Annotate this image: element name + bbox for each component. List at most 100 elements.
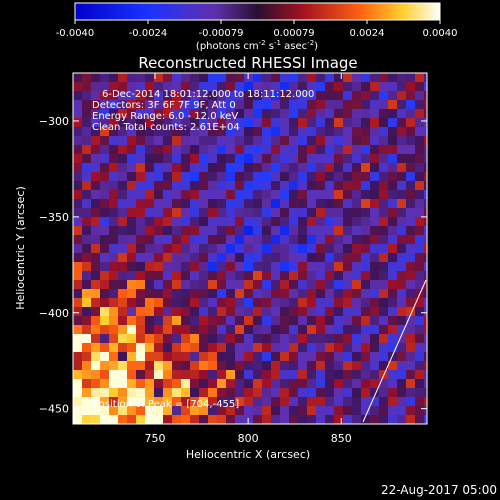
heatmap-cell	[406, 289, 415, 298]
heatmap-cell	[334, 127, 343, 136]
heatmap-cell	[190, 109, 199, 118]
heatmap-cell	[163, 172, 172, 181]
heatmap-cell	[271, 226, 280, 235]
heatmap-cell	[316, 361, 325, 370]
heatmap-cell	[352, 271, 361, 280]
heatmap-cell	[397, 334, 406, 343]
heatmap-cell	[127, 316, 136, 325]
heatmap-cell	[397, 406, 406, 415]
heatmap-cell	[388, 343, 397, 352]
heatmap-cell	[73, 181, 82, 190]
heatmap-cell	[307, 91, 316, 100]
heatmap-cell	[91, 406, 100, 415]
heatmap-cell	[334, 280, 343, 289]
heatmap-cell	[316, 118, 325, 127]
heatmap-cell	[163, 352, 172, 361]
heatmap-cell	[226, 298, 235, 307]
heatmap-cell	[424, 289, 427, 298]
heatmap-cell	[154, 244, 163, 253]
heatmap-cell	[100, 325, 109, 334]
heatmap-cell	[253, 415, 262, 424]
heatmap-cell	[352, 298, 361, 307]
heatmap-cell	[343, 244, 352, 253]
heatmap-cell	[361, 253, 370, 262]
heatmap-cell	[415, 307, 424, 316]
heatmap-cell	[244, 91, 253, 100]
heatmap-cell	[289, 370, 298, 379]
heatmap-cell	[235, 361, 244, 370]
heatmap-cell	[208, 73, 217, 82]
heatmap-cell	[190, 145, 199, 154]
heatmap-cell	[109, 370, 118, 379]
heatmap-cell	[163, 334, 172, 343]
heatmap-cell	[100, 82, 109, 91]
heatmap-cell	[307, 118, 316, 127]
heatmap-cell	[298, 100, 307, 109]
heatmap-cell	[316, 271, 325, 280]
heatmap-cell	[388, 181, 397, 190]
heatmap-cell	[343, 298, 352, 307]
heatmap-cell	[388, 91, 397, 100]
heatmap-cell	[82, 334, 91, 343]
heatmap-cell	[163, 154, 172, 163]
heatmap-cell	[208, 388, 217, 397]
heatmap-cell	[253, 127, 262, 136]
heatmap-cell	[379, 334, 388, 343]
heatmap-cell	[73, 316, 82, 325]
heatmap-cell	[406, 217, 415, 226]
heatmap-cell	[271, 118, 280, 127]
heatmap-cell	[163, 370, 172, 379]
heatmap-cell	[136, 217, 145, 226]
heatmap-cell	[370, 352, 379, 361]
heatmap-cell	[73, 406, 82, 415]
heatmap-cell	[244, 181, 253, 190]
heatmap-cell	[424, 118, 427, 127]
heatmap-cell	[226, 280, 235, 289]
heatmap-cell	[406, 352, 415, 361]
heatmap-cell	[361, 145, 370, 154]
heatmap-cell	[172, 100, 181, 109]
heatmap-cell	[190, 199, 199, 208]
heatmap-cell	[154, 226, 163, 235]
heatmap-cell	[244, 217, 253, 226]
heatmap-cell	[136, 199, 145, 208]
heatmap-cell	[82, 154, 91, 163]
heatmap-cell	[226, 91, 235, 100]
heatmap-cell	[298, 217, 307, 226]
heatmap-cell	[172, 280, 181, 289]
heatmap-cell	[82, 181, 91, 190]
heatmap-cell	[262, 208, 271, 217]
heatmap-cell	[118, 406, 127, 415]
heatmap-cell	[163, 181, 172, 190]
heatmap-cell	[136, 136, 145, 145]
colorbar-units: (photons cm-2 s-1 asec-2)	[196, 39, 318, 52]
heatmap-cell	[163, 280, 172, 289]
heatmap-cell	[127, 298, 136, 307]
x-tick-label: 750	[144, 432, 165, 445]
heatmap-cell	[307, 307, 316, 316]
heatmap-cell	[199, 343, 208, 352]
heatmap-cell	[361, 244, 370, 253]
heatmap-cell	[226, 379, 235, 388]
heatmap-cell	[82, 406, 91, 415]
heatmap-cell	[361, 127, 370, 136]
heatmap-cell	[388, 73, 397, 82]
heatmap-cell	[280, 118, 289, 127]
heatmap-cell	[289, 361, 298, 370]
heatmap-cell	[316, 334, 325, 343]
heatmap-cell	[82, 397, 91, 406]
heatmap-cell	[370, 406, 379, 415]
heatmap-cell	[118, 154, 127, 163]
heatmap-cell	[343, 118, 352, 127]
heatmap-cell	[343, 163, 352, 172]
heatmap-cell	[127, 289, 136, 298]
heatmap-cell	[307, 253, 316, 262]
heatmap-cell	[127, 91, 136, 100]
heatmap-cell	[253, 154, 262, 163]
peak-position-label: Position of Peak = [704,-455]	[93, 399, 239, 410]
heatmap-cell	[208, 235, 217, 244]
heatmap-cell	[172, 217, 181, 226]
heatmap-cell	[109, 109, 118, 118]
heatmap-cell	[397, 343, 406, 352]
